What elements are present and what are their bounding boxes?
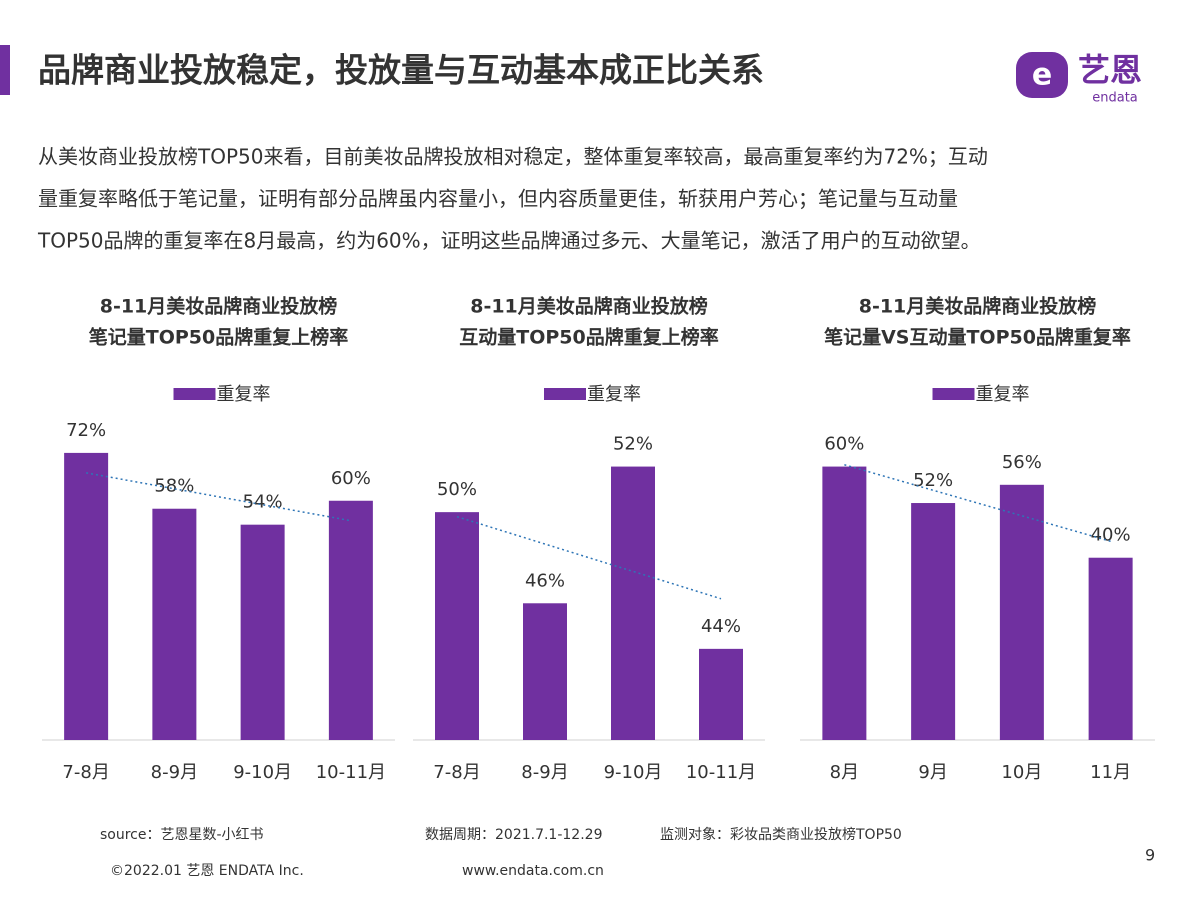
bar	[240, 524, 285, 740]
trendline	[456, 515, 722, 600]
logo-sub: endata	[1092, 91, 1138, 106]
trendline	[844, 464, 1111, 543]
x-tick-label: 10-11月	[686, 762, 756, 783]
legend-label: 重复率	[217, 384, 271, 405]
footer-copyright: ©2022.01 艺恩 ENDATA Inc.	[110, 863, 304, 879]
bar	[911, 503, 956, 740]
x-tick-label: 11月	[1090, 762, 1131, 783]
bar	[999, 484, 1044, 740]
footer-target: 监测对象：彩妆品类商业投放榜TOP50	[660, 826, 902, 843]
legend-swatch	[173, 388, 216, 400]
chart-title: 8-11月美妆品牌商业投放榜	[100, 295, 338, 318]
legend-swatch	[932, 388, 975, 400]
value-label: 46%	[525, 570, 565, 591]
x-tick-label: 7-8月	[433, 762, 480, 783]
chart-subtitle: 笔记量VS互动量TOP50品牌重复率	[824, 326, 1131, 349]
chart-subtitle: 笔记量TOP50品牌重复上榜率	[89, 326, 348, 349]
footer-period: 数据周期：2021.7.1-12.29	[425, 827, 602, 843]
value-label: 58%	[154, 476, 194, 497]
bar	[699, 648, 743, 740]
x-tick-label: 8-9月	[151, 762, 198, 783]
paragraph-line: 量重复率略低于笔记量，证明有部分品牌虽内容量小，但内容质量更佳，斩获用户芳心；笔…	[38, 187, 958, 211]
value-label: 56%	[1002, 452, 1042, 473]
x-tick-label: 9-10月	[233, 762, 292, 783]
value-label: 54%	[243, 492, 283, 513]
paragraph-line: TOP50品牌的重复率在8月最高，约为60%，证明这些品牌通过多元、大量笔记，激…	[37, 229, 981, 253]
legend-swatch	[544, 388, 586, 400]
bar	[611, 466, 655, 740]
footer-source: source：艺恩星数-小红书	[100, 827, 264, 843]
x-tick-label: 10月	[1001, 762, 1042, 783]
legend-label: 重复率	[976, 384, 1030, 405]
paragraph-line: 从美妆商业投放榜TOP50来看，目前美妆品牌投放相对稳定，整体重复率较高，最高重…	[38, 145, 988, 169]
header-title: 品牌商业投放稳定，投放量与互动基本成正比关系	[38, 51, 764, 90]
bar	[435, 512, 479, 740]
value-label: 44%	[701, 616, 741, 637]
bar	[328, 500, 373, 740]
value-label: 52%	[613, 434, 653, 455]
value-label: 40%	[1091, 525, 1131, 546]
value-label: 50%	[437, 479, 477, 500]
bar	[64, 452, 109, 740]
x-tick-label: 10-11月	[316, 762, 386, 783]
chart-title: 8-11月美妆品牌商业投放榜	[859, 295, 1097, 318]
value-label: 60%	[331, 468, 371, 489]
bar	[1088, 557, 1133, 740]
value-label: 72%	[66, 420, 106, 441]
bar	[152, 508, 197, 740]
x-tick-label: 7-8月	[62, 762, 109, 783]
value-label: 60%	[824, 434, 864, 455]
logo-e: e	[1032, 58, 1052, 93]
x-tick-label: 9-10月	[604, 762, 663, 783]
logo-mark	[1016, 52, 1068, 98]
trendline	[85, 472, 352, 522]
logo-name: 艺恩	[1078, 51, 1142, 89]
chart-subtitle: 互动量TOP50品牌重复上榜率	[459, 326, 718, 349]
logo: e 艺恩 endata	[1016, 51, 1142, 106]
header-accent	[0, 45, 10, 95]
x-tick-label: 8月	[830, 762, 859, 783]
page-number: 9	[1145, 846, 1155, 865]
x-tick-label: 8-9月	[521, 762, 568, 783]
bar	[822, 466, 867, 740]
chart-title: 8-11月美妆品牌商业投放榜	[470, 295, 708, 318]
value-label: 52%	[913, 470, 953, 491]
legend-label: 重复率	[587, 384, 641, 405]
footer-website: www.endata.com.cn	[462, 863, 604, 879]
x-tick-label: 9月	[918, 762, 947, 783]
bar	[523, 603, 567, 740]
